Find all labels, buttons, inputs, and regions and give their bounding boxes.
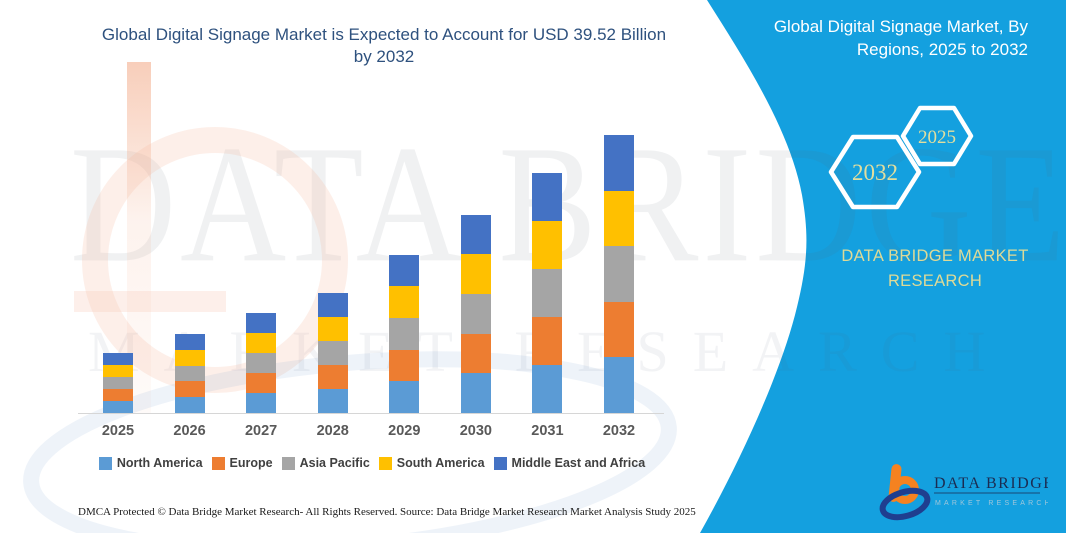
bar-segment-north-america xyxy=(103,401,133,413)
panel-title-line1: Global Digital Signage Market, By xyxy=(773,17,1028,36)
legend-swatch-icon xyxy=(378,456,392,470)
bar-segment-middle-east-and-africa xyxy=(389,254,420,287)
bar-segment-asia-pacific xyxy=(103,377,133,390)
bar-segment-south-america xyxy=(460,254,491,295)
bar-segment-middle-east-and-africa xyxy=(603,135,634,191)
hexagon-2032-label: 2032 xyxy=(852,160,898,185)
brand-name-line2: RESEARCH xyxy=(887,272,983,290)
bar-2032 xyxy=(603,135,634,413)
bar-segment-north-america xyxy=(532,365,563,413)
bar-segment-europe xyxy=(174,381,205,398)
panel-title: Global Digital Signage Market, By Region… xyxy=(748,15,1028,61)
bar-segment-south-america xyxy=(317,316,348,341)
bar-segment-middle-east-and-africa xyxy=(317,292,348,317)
bar-segment-europe xyxy=(603,301,634,358)
bar-segment-north-america xyxy=(317,388,348,413)
bar-segment-south-america xyxy=(532,221,563,270)
legend-label: South America xyxy=(396,456,485,470)
bar-2025 xyxy=(103,353,133,413)
bar-segment-south-america xyxy=(103,365,133,378)
legend-swatch-icon xyxy=(98,456,112,470)
chart-legend: North America Europe Asia Pacific South Ame… xyxy=(78,456,666,470)
bar-segment-asia-pacific xyxy=(246,353,277,374)
x-axis-label-2030: 2030 xyxy=(459,423,492,439)
year-hexagons: 2032 2025 xyxy=(828,105,974,210)
bar-segment-middle-east-and-africa xyxy=(174,333,205,350)
bar-segment-europe xyxy=(460,333,491,374)
bar-segment-north-america xyxy=(246,393,277,413)
bar-segment-europe xyxy=(389,349,420,382)
x-axis-label-2025: 2025 xyxy=(101,423,135,439)
bar-segment-middle-east-and-africa xyxy=(246,313,277,334)
brand-name: DATA BRIDGE MARKET RESEARCH xyxy=(828,244,1042,294)
company-logo: DATA BRIDGE MARKET RESEARCH xyxy=(879,464,1048,521)
bar-segment-asia-pacific xyxy=(174,365,205,382)
legend-swatch-icon xyxy=(493,456,507,470)
legend-swatch-icon xyxy=(281,456,295,470)
legend-label: Europe xyxy=(229,456,273,470)
logo-wordmark: DATA BRIDGE xyxy=(934,475,1048,492)
legend-label: Asia Pacific xyxy=(299,456,370,470)
legend-item-south-america: South America xyxy=(378,456,485,470)
bar-2027 xyxy=(246,313,277,413)
legend-item-asia-pacific: Asia Pacific xyxy=(281,456,370,470)
bar-2029 xyxy=(389,254,420,413)
bar-segment-south-america xyxy=(603,190,634,247)
bar-segment-asia-pacific xyxy=(317,340,348,365)
legend-label: Middle East and Africa xyxy=(511,456,646,470)
x-axis-label-2026: 2026 xyxy=(173,423,206,439)
legend-item-europe: Europe xyxy=(211,456,273,470)
bar-segment-asia-pacific xyxy=(460,294,491,334)
x-axis-line xyxy=(78,413,664,414)
x-axis-label-2028: 2028 xyxy=(316,423,349,439)
bar-segment-middle-east-and-africa xyxy=(103,353,133,366)
legend-label: North America xyxy=(116,456,203,470)
bar-segment-middle-east-and-africa xyxy=(532,173,563,222)
brand-name-line1: DATA BRIDGE MARKET xyxy=(841,247,1029,265)
bar-segment-asia-pacific xyxy=(532,269,563,318)
bar-2030 xyxy=(460,214,491,413)
bar-segment-south-america xyxy=(246,333,277,354)
bar-segment-europe xyxy=(246,373,277,394)
bar-segment-europe xyxy=(103,389,133,402)
bar-segment-north-america xyxy=(174,397,205,413)
bar-segment-south-america xyxy=(174,349,205,366)
chart-headline-line2: by 2032 xyxy=(353,47,415,66)
chart-headline-line1: Global Digital Signage Market is Expecte… xyxy=(101,25,667,44)
bar-segment-north-america xyxy=(603,357,634,413)
dmca-notice: DMCA Protected © Data Bridge Market Rese… xyxy=(78,506,398,518)
bar-segment-asia-pacific xyxy=(603,246,634,302)
x-axis-label-2031: 2031 xyxy=(531,423,564,439)
bar-segment-north-america xyxy=(389,381,420,413)
bar-segment-middle-east-and-africa xyxy=(460,214,491,255)
panel-title-line2: Regions, 2025 to 2032 xyxy=(856,40,1028,59)
hexagon-2025-label: 2025 xyxy=(918,127,956,148)
x-axis-label-2032: 2032 xyxy=(602,423,636,439)
bar-segment-south-america xyxy=(389,286,420,319)
bar-2026 xyxy=(174,333,205,413)
bar-segment-asia-pacific xyxy=(389,318,420,350)
legend-item-north-america: North America xyxy=(98,456,203,470)
bar-segment-europe xyxy=(532,317,563,366)
bar-2028 xyxy=(317,292,348,413)
legend-item-middle-east-and-africa: Middle East and Africa xyxy=(493,456,646,470)
bar-segment-europe xyxy=(317,364,348,389)
logo-subtext: MARKET RESEARCH xyxy=(935,500,1048,507)
chart-headline: Global Digital Signage Market is Expecte… xyxy=(58,24,710,68)
source-note: Source: Data Bridge Market Research Mark… xyxy=(400,506,696,518)
legend-swatch-icon xyxy=(211,456,225,470)
bar-2031 xyxy=(532,173,563,413)
x-axis-label-2027: 2027 xyxy=(244,423,278,439)
x-axis-label-2029: 2029 xyxy=(388,423,421,439)
bar-segment-north-america xyxy=(460,373,491,413)
